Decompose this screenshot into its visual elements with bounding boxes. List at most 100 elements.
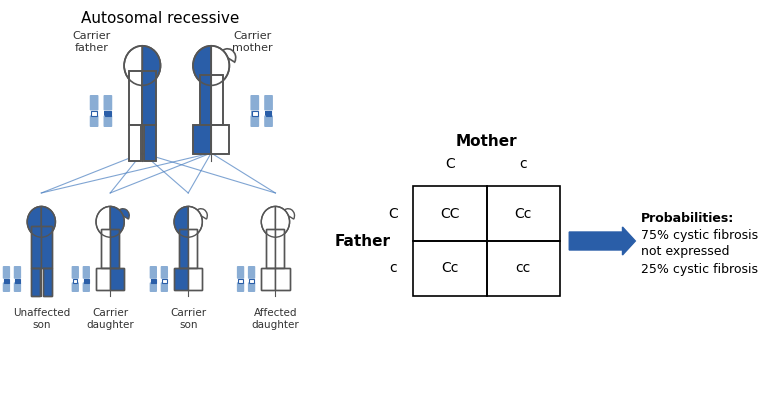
Bar	[413, 241, 487, 296]
FancyBboxPatch shape	[129, 71, 142, 125]
FancyBboxPatch shape	[264, 95, 273, 111]
Text: c: c	[389, 262, 397, 275]
Text: Unaffected
son: Unaffected son	[13, 308, 70, 329]
Text: Affected
daughter: Affected daughter	[252, 308, 300, 329]
FancyBboxPatch shape	[276, 229, 284, 268]
FancyBboxPatch shape	[161, 266, 168, 279]
FancyBboxPatch shape	[42, 268, 51, 296]
Wedge shape	[276, 206, 290, 237]
FancyBboxPatch shape	[250, 279, 253, 282]
FancyBboxPatch shape	[238, 279, 243, 282]
FancyBboxPatch shape	[276, 268, 290, 290]
Text: Autosomal recessive: Autosomal recessive	[81, 11, 240, 26]
FancyBboxPatch shape	[15, 279, 20, 282]
Wedge shape	[41, 206, 55, 237]
FancyBboxPatch shape	[265, 111, 272, 116]
FancyBboxPatch shape	[31, 268, 40, 296]
FancyBboxPatch shape	[90, 95, 98, 111]
Text: not expressed: not expressed	[641, 245, 730, 258]
FancyBboxPatch shape	[83, 266, 90, 279]
Wedge shape	[188, 206, 202, 237]
Text: 75% cystic fibrosis: 75% cystic fibrosis	[641, 230, 758, 243]
Wedge shape	[174, 206, 188, 237]
FancyBboxPatch shape	[3, 282, 10, 292]
FancyBboxPatch shape	[211, 74, 223, 125]
FancyBboxPatch shape	[150, 282, 157, 292]
Text: C: C	[388, 206, 398, 220]
FancyBboxPatch shape	[150, 266, 157, 279]
FancyBboxPatch shape	[104, 95, 112, 111]
FancyBboxPatch shape	[266, 229, 276, 268]
FancyBboxPatch shape	[142, 71, 156, 125]
Text: Carrier
mother: Carrier mother	[232, 31, 273, 52]
Text: CC: CC	[440, 206, 459, 220]
FancyBboxPatch shape	[161, 282, 168, 292]
Bar	[487, 241, 560, 296]
FancyBboxPatch shape	[104, 111, 111, 116]
FancyBboxPatch shape	[264, 115, 273, 127]
Wedge shape	[193, 46, 211, 85]
Text: Father: Father	[335, 233, 391, 248]
FancyBboxPatch shape	[90, 115, 98, 127]
FancyBboxPatch shape	[266, 111, 271, 116]
FancyBboxPatch shape	[84, 279, 89, 282]
Wedge shape	[211, 46, 230, 85]
FancyBboxPatch shape	[84, 279, 88, 282]
FancyBboxPatch shape	[104, 115, 112, 127]
FancyBboxPatch shape	[110, 229, 119, 268]
FancyBboxPatch shape	[14, 266, 21, 279]
Wedge shape	[110, 206, 124, 237]
FancyBboxPatch shape	[151, 279, 156, 282]
Bar	[413, 186, 487, 241]
Text: Cc: Cc	[441, 262, 458, 275]
FancyBboxPatch shape	[162, 279, 167, 282]
FancyBboxPatch shape	[151, 279, 156, 282]
FancyBboxPatch shape	[83, 282, 90, 292]
FancyBboxPatch shape	[248, 266, 255, 279]
FancyBboxPatch shape	[91, 111, 97, 116]
Wedge shape	[118, 209, 129, 219]
FancyBboxPatch shape	[252, 111, 257, 116]
FancyBboxPatch shape	[237, 282, 244, 292]
FancyBboxPatch shape	[188, 268, 202, 290]
FancyBboxPatch shape	[188, 229, 197, 268]
Bar	[487, 186, 560, 241]
FancyBboxPatch shape	[14, 282, 21, 292]
Text: 25% cystic fibrosis: 25% cystic fibrosis	[641, 262, 758, 275]
FancyBboxPatch shape	[72, 279, 78, 282]
Wedge shape	[124, 46, 142, 85]
FancyBboxPatch shape	[41, 226, 51, 268]
FancyBboxPatch shape	[129, 125, 141, 161]
Text: Carrier
son: Carrier son	[170, 308, 207, 329]
FancyBboxPatch shape	[105, 111, 111, 116]
Text: c: c	[519, 157, 527, 171]
FancyBboxPatch shape	[96, 268, 110, 290]
FancyBboxPatch shape	[110, 268, 124, 290]
FancyBboxPatch shape	[71, 266, 79, 279]
Text: Probabilities:: Probabilities:	[641, 213, 734, 225]
FancyBboxPatch shape	[211, 125, 230, 154]
Text: C: C	[445, 157, 455, 171]
FancyBboxPatch shape	[251, 111, 258, 116]
Wedge shape	[283, 209, 294, 219]
FancyBboxPatch shape	[15, 279, 20, 282]
FancyBboxPatch shape	[200, 74, 211, 125]
Text: Cc: Cc	[515, 206, 532, 220]
Wedge shape	[142, 46, 161, 85]
FancyBboxPatch shape	[4, 279, 9, 282]
FancyBboxPatch shape	[238, 279, 243, 282]
FancyBboxPatch shape	[101, 229, 110, 268]
FancyBboxPatch shape	[261, 268, 276, 290]
FancyBboxPatch shape	[31, 226, 41, 268]
FancyBboxPatch shape	[91, 111, 98, 116]
Text: cc: cc	[515, 262, 531, 275]
Wedge shape	[261, 206, 276, 237]
FancyBboxPatch shape	[248, 282, 255, 292]
Wedge shape	[27, 206, 41, 237]
FancyBboxPatch shape	[237, 266, 244, 279]
Text: Mother: Mother	[455, 134, 518, 149]
FancyBboxPatch shape	[144, 125, 156, 161]
FancyBboxPatch shape	[249, 279, 254, 282]
FancyBboxPatch shape	[174, 268, 188, 290]
FancyBboxPatch shape	[73, 279, 78, 282]
